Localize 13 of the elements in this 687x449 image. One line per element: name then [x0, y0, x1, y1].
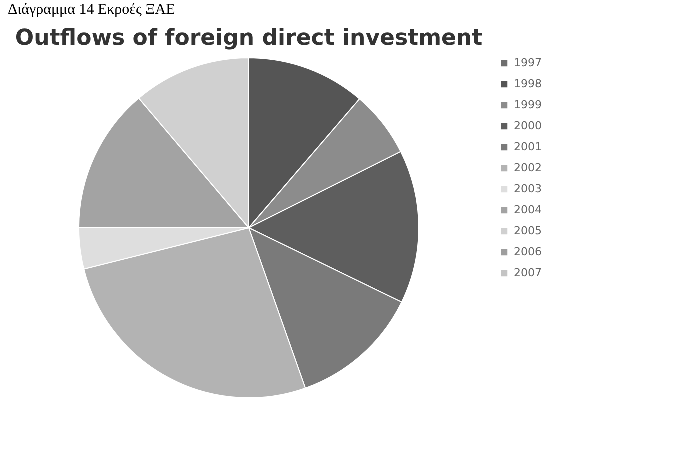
legend-label: 2003	[514, 182, 542, 196]
legend-label: 2006	[514, 246, 542, 258]
legend-label: 2001	[514, 140, 542, 154]
legend-label: 1999	[514, 98, 542, 112]
legend-label: 1998	[514, 78, 542, 90]
legend-label: 2000	[514, 120, 542, 132]
legend-label: 2004	[514, 204, 542, 216]
legend-label: 2005	[514, 224, 542, 238]
legend-label: 2007	[514, 266, 542, 280]
legend-label: 2002	[514, 162, 542, 174]
chart-title: Outflows of foreign direct investment	[15, 26, 484, 51]
legend-label: 1997	[514, 56, 542, 70]
text: Διάγραμμα 14 Εκροές ΞΑΕ	[7, 1, 176, 20]
